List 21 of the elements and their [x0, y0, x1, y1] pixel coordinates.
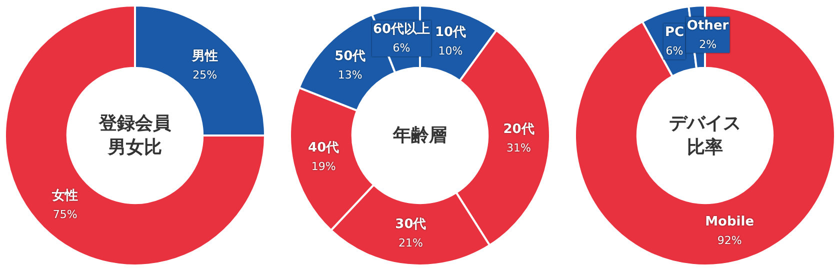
slice-label: 40代 — [308, 140, 340, 156]
data-label: 6% — [666, 44, 684, 58]
data-label: 25% — [192, 68, 218, 82]
data-label: 75% — [52, 208, 78, 222]
slice-label: 20代 — [503, 122, 534, 137]
slice-label: 30代 — [395, 217, 426, 232]
data-label: 92% — [717, 234, 742, 248]
data-label: 19% — [311, 160, 336, 173]
slice-label: 女性 — [51, 188, 78, 204]
slice-label: PC — [664, 24, 684, 40]
slice-label: 男性 — [190, 49, 218, 64]
data-label: 31% — [506, 141, 531, 154]
slice-label: Mobile — [705, 214, 754, 230]
text: 年齢層 — [393, 124, 447, 146]
slice-label: 50代 — [334, 49, 366, 64]
data-label: 10% — [438, 44, 463, 58]
text: 登録会員男女比 — [98, 112, 172, 160]
text: デバイス比率 — [669, 113, 741, 158]
data-label: 13% — [338, 68, 362, 82]
slice-label: 10代 — [434, 24, 466, 40]
data-label: 21% — [398, 236, 423, 250]
